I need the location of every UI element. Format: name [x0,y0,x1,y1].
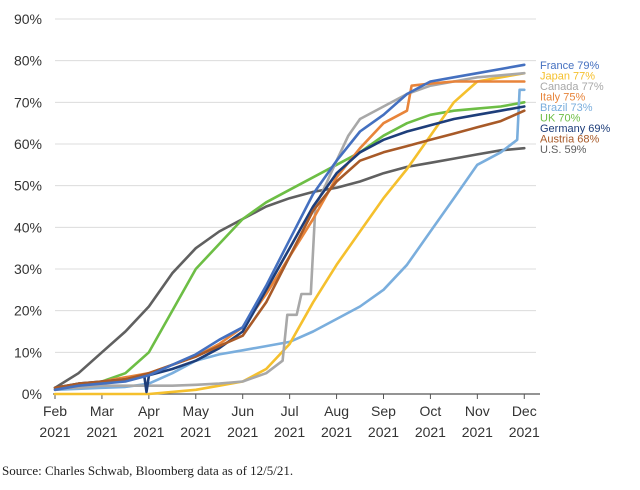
x-tick-year: 2021 [274,424,305,440]
x-tick-month: Oct [420,403,442,419]
x-tick-year: 2021 [86,424,117,440]
x-tick-year: 2021 [368,424,399,440]
y-tick-label: 30% [14,261,42,277]
y-tick-label: 20% [14,303,42,319]
x-tick-year: 2021 [227,424,258,440]
y-tick-label: 40% [14,219,42,235]
x-tick-month: Sep [371,403,396,419]
x-tick-month: Dec [512,403,537,419]
x-tick-month: May [183,403,209,419]
x-tick-year: 2021 [509,424,540,440]
end-label-france: France 79% [540,60,600,72]
series-lines [53,63,526,396]
x-tick-year: 2021 [321,424,352,440]
x-tick-month: Feb [43,403,67,419]
end-label-germany: Germany 69% [540,123,611,135]
x-tick-year: 2021 [415,424,446,440]
x-tick-month: Mar [90,403,114,419]
series-line-canada [53,71,526,390]
end-label-japan: Japan 77% [540,70,595,82]
y-tick-label: 80% [14,53,42,69]
series-line-japan [53,71,526,396]
series-line-austria [53,109,526,390]
x-tick-month: Apr [138,403,160,419]
y-tick-label: 60% [14,136,42,152]
end-label-us: U.S. 59% [540,144,587,156]
y-tick-label: 50% [14,178,42,194]
x-tick-year: 2021 [39,424,70,440]
y-axis-tick-labels: 0% 10% 20% 30% 40% 50% 60% 70% 80% 90% [14,11,42,402]
end-label-brazil: Brazil 73% [540,102,593,114]
series-line-brazil [53,88,526,392]
series-line-france [53,63,526,392]
source-note: Source: Charles Schwab, Bloomberg data a… [2,463,294,478]
y-tick-label: 0% [22,386,42,402]
series-line-germany [53,105,526,394]
end-label-italy: Italy 75% [540,91,585,103]
x-tick-year: 2021 [180,424,211,440]
y-tick-label: 10% [14,344,42,360]
x-tick-month: Aug [324,403,349,419]
x-axis-tick-labels: Feb 2021 Mar 2021 Apr 2021 May 2021 Jun 2021 Jul 20… [39,394,540,440]
series-line-us [53,146,526,390]
series-end-labels: France 79%Japan 77%Canada 77%Italy 75%Br… [540,60,611,156]
end-label-austria: Austria 68% [540,133,600,145]
vaccination-line-chart: 0% 10% 20% 30% 40% 50% 60% 70% 80% 90% Feb 2021 Mar… [14,11,611,440]
y-tick-label: 70% [14,94,42,110]
x-tick-month: Jun [231,403,254,419]
x-tick-month: Nov [465,403,490,419]
end-label-canada: Canada 77% [540,81,604,93]
x-tick-year: 2021 [462,424,493,440]
end-label-uk: UK 70% [540,112,581,124]
x-tick-month: Jul [281,403,299,419]
x-tick-year: 2021 [133,424,164,440]
y-tick-label: 90% [14,11,42,27]
